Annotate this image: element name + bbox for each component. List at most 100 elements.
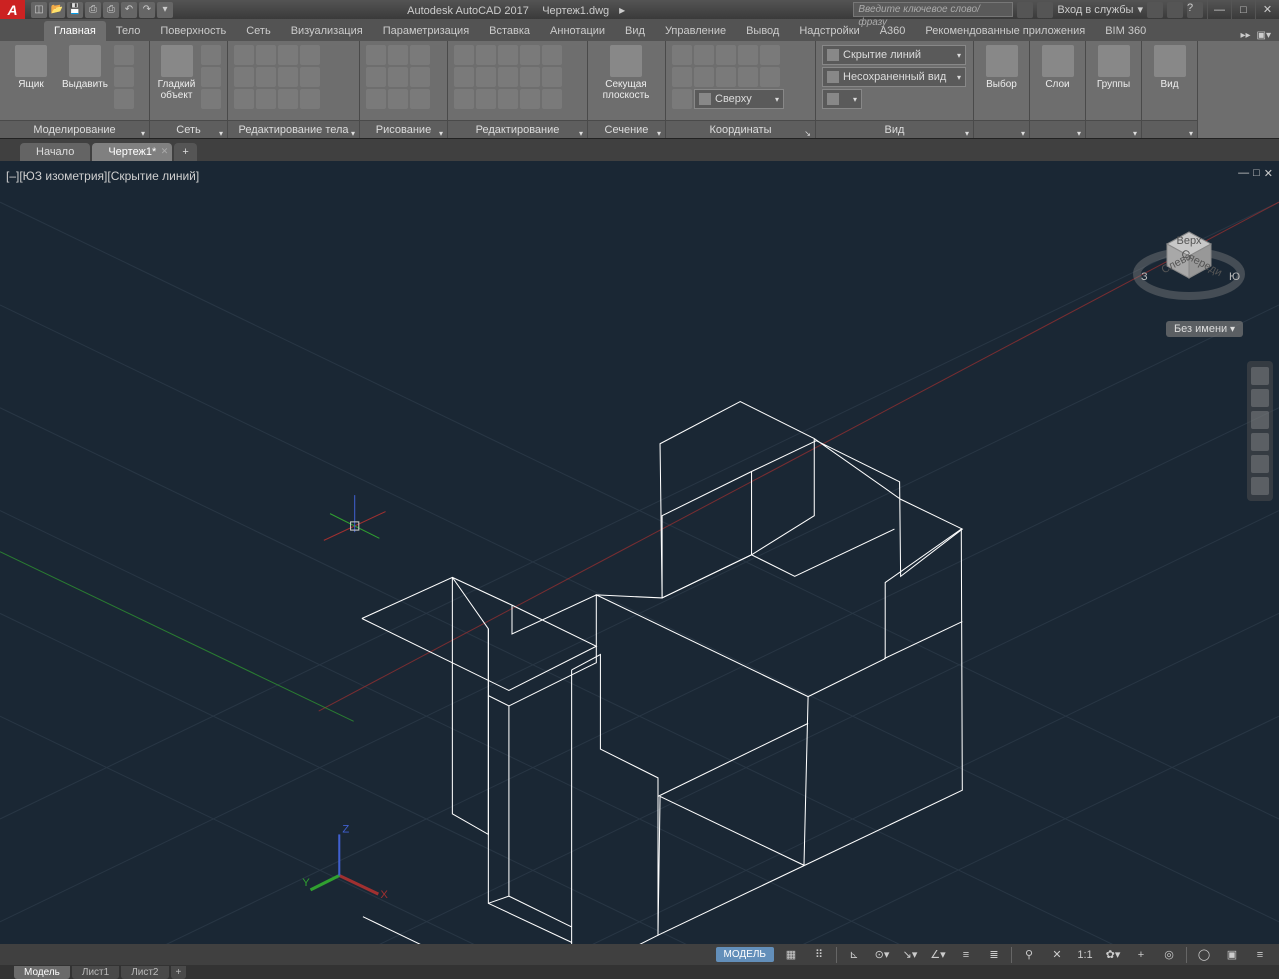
layers-button[interactable]: Слои	[1036, 45, 1079, 90]
tab-home[interactable]: Главная	[44, 21, 106, 41]
layout-add[interactable]: +	[171, 966, 187, 979]
ucs-icon[interactable]	[716, 67, 736, 87]
layout-sheet1[interactable]: Лист1	[72, 966, 119, 979]
selection-button[interactable]: Выбор	[980, 45, 1023, 90]
unnamed-view-label[interactable]: Без имени ▾	[1166, 321, 1243, 337]
draw-icon[interactable]	[388, 89, 408, 109]
search-input[interactable]: Введите ключевое слово/фразу	[853, 2, 1013, 17]
qat-new-icon[interactable]: ◫	[31, 2, 47, 18]
draw-icon[interactable]	[366, 67, 386, 87]
mod-icon[interactable]	[520, 67, 540, 87]
se-icon[interactable]	[256, 45, 276, 65]
status-ortho-icon[interactable]: ⊾	[843, 946, 865, 964]
panel-coords-footer[interactable]: Координаты↘	[666, 120, 815, 138]
tab-insert[interactable]: Вставка	[479, 21, 540, 41]
panel-visual-footer[interactable]: Вид▾	[816, 120, 973, 138]
mod-icon[interactable]	[542, 89, 562, 109]
mod-icon[interactable]	[520, 45, 540, 65]
login-label[interactable]: Вход в службы	[1057, 4, 1133, 16]
panel-groups-footer[interactable]: ▾	[1086, 120, 1141, 138]
status-snap-icon[interactable]: ⠿	[808, 946, 830, 964]
mod-icon[interactable]	[476, 67, 496, 87]
qat-saveas-icon[interactable]: ⎙	[85, 2, 101, 18]
status-gear-icon[interactable]: ✿▾	[1102, 946, 1124, 964]
qat-open-icon[interactable]: 📂	[49, 2, 65, 18]
panel-selection-footer[interactable]: ▾	[974, 120, 1029, 138]
viewport-label[interactable]: [–][ЮЗ изометрия][Скрытие линий]	[6, 169, 199, 183]
qat-save-icon[interactable]: 💾	[67, 2, 83, 18]
tab-overflow-icon[interactable]: ▸▸	[1240, 30, 1250, 41]
vp-close-icon[interactable]: ✕	[1264, 167, 1273, 180]
ucs-icon[interactable]	[760, 45, 780, 65]
ucs-btn[interactable]	[672, 89, 692, 109]
doctab-close-icon[interactable]: ✕	[161, 146, 169, 157]
status-box-icon[interactable]: ▣	[1221, 946, 1243, 964]
status-ring-icon[interactable]: ◯	[1193, 946, 1215, 964]
ucs-icon[interactable]	[738, 67, 758, 87]
draw-icon[interactable]	[410, 45, 430, 65]
tab-a360[interactable]: A360	[870, 21, 916, 41]
panel-layers-footer[interactable]: ▾	[1030, 120, 1085, 138]
draw-icon[interactable]	[410, 89, 430, 109]
app-logo[interactable]: A	[0, 0, 25, 19]
mesh-icon-3[interactable]	[201, 89, 221, 109]
unsavedview-combo[interactable]: Несохраненный вид▾	[822, 67, 966, 87]
loft-icon[interactable]	[114, 89, 134, 109]
draw-icon[interactable]	[366, 45, 386, 65]
se-icon[interactable]	[234, 67, 254, 87]
mod-icon[interactable]	[476, 45, 496, 65]
mod-icon[interactable]	[498, 89, 518, 109]
doctab-current[interactable]: Чертеж1*✕	[92, 143, 172, 161]
se-icon[interactable]	[300, 67, 320, 87]
mod-icon[interactable]	[542, 67, 562, 87]
help-icon[interactable]: ?	[1187, 2, 1203, 18]
tab-view[interactable]: Вид	[615, 21, 655, 41]
groups-button[interactable]: Группы	[1092, 45, 1135, 90]
tab-output[interactable]: Вывод	[736, 21, 789, 41]
qat-redo-icon[interactable]: ↷	[139, 2, 155, 18]
vp-min-icon[interactable]: —	[1238, 167, 1249, 180]
extrude-button[interactable]: Выдавить	[60, 45, 110, 90]
ucs-icon[interactable]	[694, 67, 714, 87]
sweep-icon[interactable]	[114, 67, 134, 87]
tab-render[interactable]: Визуализация	[281, 21, 373, 41]
ucs-icon[interactable]	[672, 45, 692, 65]
nav-more-icon[interactable]	[1251, 477, 1269, 495]
qat-plot-icon[interactable]: ⎙	[103, 2, 119, 18]
status-target-icon[interactable]: ◎	[1158, 946, 1180, 964]
ucs-icon[interactable]	[672, 67, 692, 87]
tab-solid[interactable]: Тело	[106, 21, 151, 41]
draw-icon[interactable]	[388, 45, 408, 65]
status-osnap-icon[interactable]: ∠▾	[927, 946, 949, 964]
se-icon[interactable]	[256, 67, 276, 87]
se-icon[interactable]	[300, 45, 320, 65]
mod-icon[interactable]	[454, 45, 474, 65]
qat-drop-icon[interactable]: ▾	[157, 2, 173, 18]
status-grid-icon[interactable]: ▦	[780, 946, 802, 964]
status-trn-icon[interactable]: ≣	[983, 946, 1005, 964]
status-lwt-icon[interactable]: ≡	[955, 946, 977, 964]
tab-surface[interactable]: Поверхность	[150, 21, 236, 41]
tab-annotate[interactable]: Аннотации	[540, 21, 615, 41]
se-icon[interactable]	[234, 89, 254, 109]
mesh-icon-2[interactable]	[201, 67, 221, 87]
tab-addins[interactable]: Надстройки	[789, 21, 869, 41]
se-icon[interactable]	[300, 89, 320, 109]
panel-modify-footer[interactable]: Редактирование▾	[448, 120, 587, 138]
view-small-combo[interactable]: ▾	[822, 89, 862, 109]
a-icon[interactable]	[1167, 2, 1183, 18]
status-model-button[interactable]: МОДЕЛЬ	[716, 947, 774, 962]
x-icon[interactable]	[1147, 2, 1163, 18]
ucs-icon[interactable]	[760, 67, 780, 87]
tab-parametric[interactable]: Параметризация	[373, 21, 479, 41]
draw-icon[interactable]	[388, 67, 408, 87]
mod-icon[interactable]	[454, 89, 474, 109]
doctab-add[interactable]: +	[174, 143, 196, 161]
se-icon[interactable]	[278, 89, 298, 109]
vp-max-icon[interactable]: □	[1253, 167, 1260, 180]
ucs-icon[interactable]	[738, 45, 758, 65]
nav-pan-icon[interactable]	[1251, 389, 1269, 407]
box-button[interactable]: Ящик	[6, 45, 56, 90]
panel-view-footer[interactable]: ▾	[1142, 120, 1197, 138]
layout-sheet2[interactable]: Лист2	[121, 966, 168, 979]
